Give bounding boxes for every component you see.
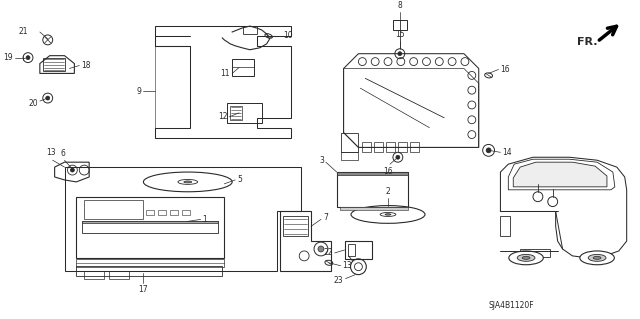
- Bar: [182, 210, 189, 215]
- Text: 21: 21: [19, 27, 28, 36]
- Circle shape: [396, 155, 400, 159]
- Bar: [344, 241, 372, 259]
- Bar: [232, 59, 254, 76]
- Bar: [147, 210, 154, 215]
- Ellipse shape: [522, 256, 530, 259]
- Text: 5: 5: [237, 175, 242, 184]
- Circle shape: [318, 246, 324, 252]
- Text: 12: 12: [218, 112, 227, 121]
- Text: 8: 8: [397, 1, 402, 10]
- Bar: [520, 249, 550, 257]
- Circle shape: [486, 148, 491, 153]
- Bar: [84, 200, 143, 219]
- Bar: [84, 271, 104, 278]
- Text: 7: 7: [323, 213, 328, 222]
- Text: 13: 13: [342, 261, 352, 270]
- Ellipse shape: [517, 254, 535, 261]
- Ellipse shape: [184, 181, 192, 183]
- Bar: [109, 271, 129, 278]
- Bar: [158, 210, 166, 215]
- Text: 11: 11: [221, 69, 230, 78]
- Bar: [340, 152, 358, 160]
- Bar: [83, 221, 218, 223]
- Bar: [337, 172, 408, 175]
- Bar: [337, 172, 408, 207]
- Text: 9: 9: [136, 87, 141, 96]
- Text: 3: 3: [319, 156, 324, 165]
- Text: 2: 2: [386, 187, 390, 196]
- Bar: [284, 216, 308, 236]
- Circle shape: [70, 168, 74, 172]
- Circle shape: [26, 56, 30, 60]
- Ellipse shape: [588, 254, 606, 261]
- Ellipse shape: [385, 214, 391, 215]
- Text: 13: 13: [46, 148, 56, 157]
- Text: 20: 20: [28, 99, 38, 108]
- Ellipse shape: [580, 251, 614, 265]
- Bar: [348, 244, 355, 256]
- Text: 14: 14: [502, 148, 512, 157]
- Bar: [83, 221, 218, 233]
- Text: 19: 19: [4, 53, 13, 62]
- Bar: [386, 143, 395, 152]
- Circle shape: [398, 52, 402, 56]
- Text: 15: 15: [395, 30, 404, 39]
- Bar: [393, 20, 407, 30]
- Text: 22: 22: [323, 249, 333, 257]
- Bar: [410, 143, 419, 152]
- Text: FR.: FR.: [577, 37, 598, 47]
- Ellipse shape: [509, 251, 543, 265]
- Bar: [362, 143, 371, 152]
- Bar: [230, 106, 242, 120]
- Text: SJA4B1120F: SJA4B1120F: [488, 301, 534, 310]
- Text: 1: 1: [203, 215, 207, 224]
- Bar: [500, 216, 510, 236]
- Bar: [76, 266, 222, 276]
- Bar: [76, 197, 224, 258]
- Bar: [43, 58, 65, 71]
- Text: 17: 17: [139, 286, 148, 294]
- Polygon shape: [513, 162, 607, 187]
- Bar: [76, 259, 224, 267]
- Bar: [398, 143, 407, 152]
- Bar: [227, 103, 262, 123]
- Text: 23: 23: [334, 276, 344, 285]
- Text: 10: 10: [284, 32, 293, 41]
- Bar: [374, 143, 383, 152]
- Text: 16: 16: [383, 167, 393, 176]
- Circle shape: [46, 96, 50, 100]
- Bar: [243, 26, 257, 34]
- Text: 18: 18: [81, 61, 91, 70]
- Text: 6: 6: [60, 149, 65, 158]
- Bar: [170, 210, 178, 215]
- Text: 16: 16: [500, 65, 510, 74]
- Bar: [340, 207, 408, 210]
- Bar: [340, 133, 358, 152]
- Ellipse shape: [593, 256, 601, 259]
